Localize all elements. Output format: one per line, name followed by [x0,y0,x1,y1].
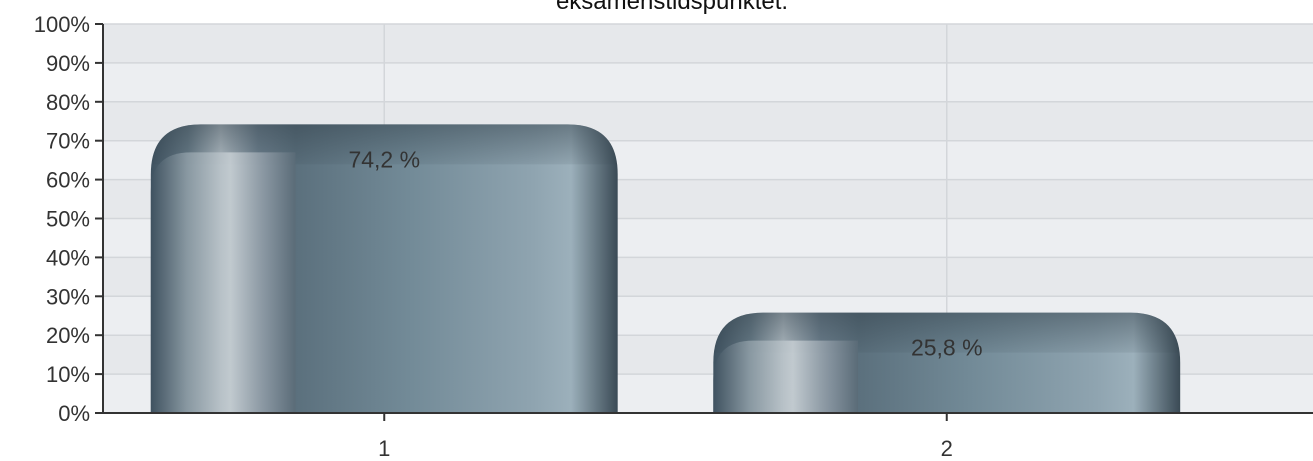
y-tick-label: 60% [46,168,90,193]
y-tick-label: 0% [58,401,90,426]
y-tick-label: 90% [46,51,90,76]
bar-highlight [150,152,296,413]
y-tick-label: 30% [46,284,90,309]
data-label: 25,8 % [911,335,983,361]
data-label: 74,2 % [348,146,420,172]
y-tick-label: 40% [46,245,90,270]
x-tick-label: 2 [941,436,953,461]
bars [150,124,1181,413]
bar-highlight [713,340,859,413]
data-labels: 74,2 % 25,8 % [348,146,982,360]
bar [713,312,1181,413]
y-tick-label: 50% [46,207,90,232]
y-tick-label: 70% [46,129,90,154]
y-tick-label: 100% [34,12,90,37]
chart-title: eksamenstidspunktet. [556,0,788,15]
y-tick-labels: 0% 10% 20% 30% 40% 50% 60% 70% 80% 90% 100% [34,12,103,426]
x-tick-label: 1 [378,436,390,461]
plot-band [103,62,1313,102]
bar [150,124,618,413]
y-tick-label: 20% [46,323,90,348]
y-tick-label: 80% [46,90,90,115]
y-tick-label: 10% [46,362,90,387]
